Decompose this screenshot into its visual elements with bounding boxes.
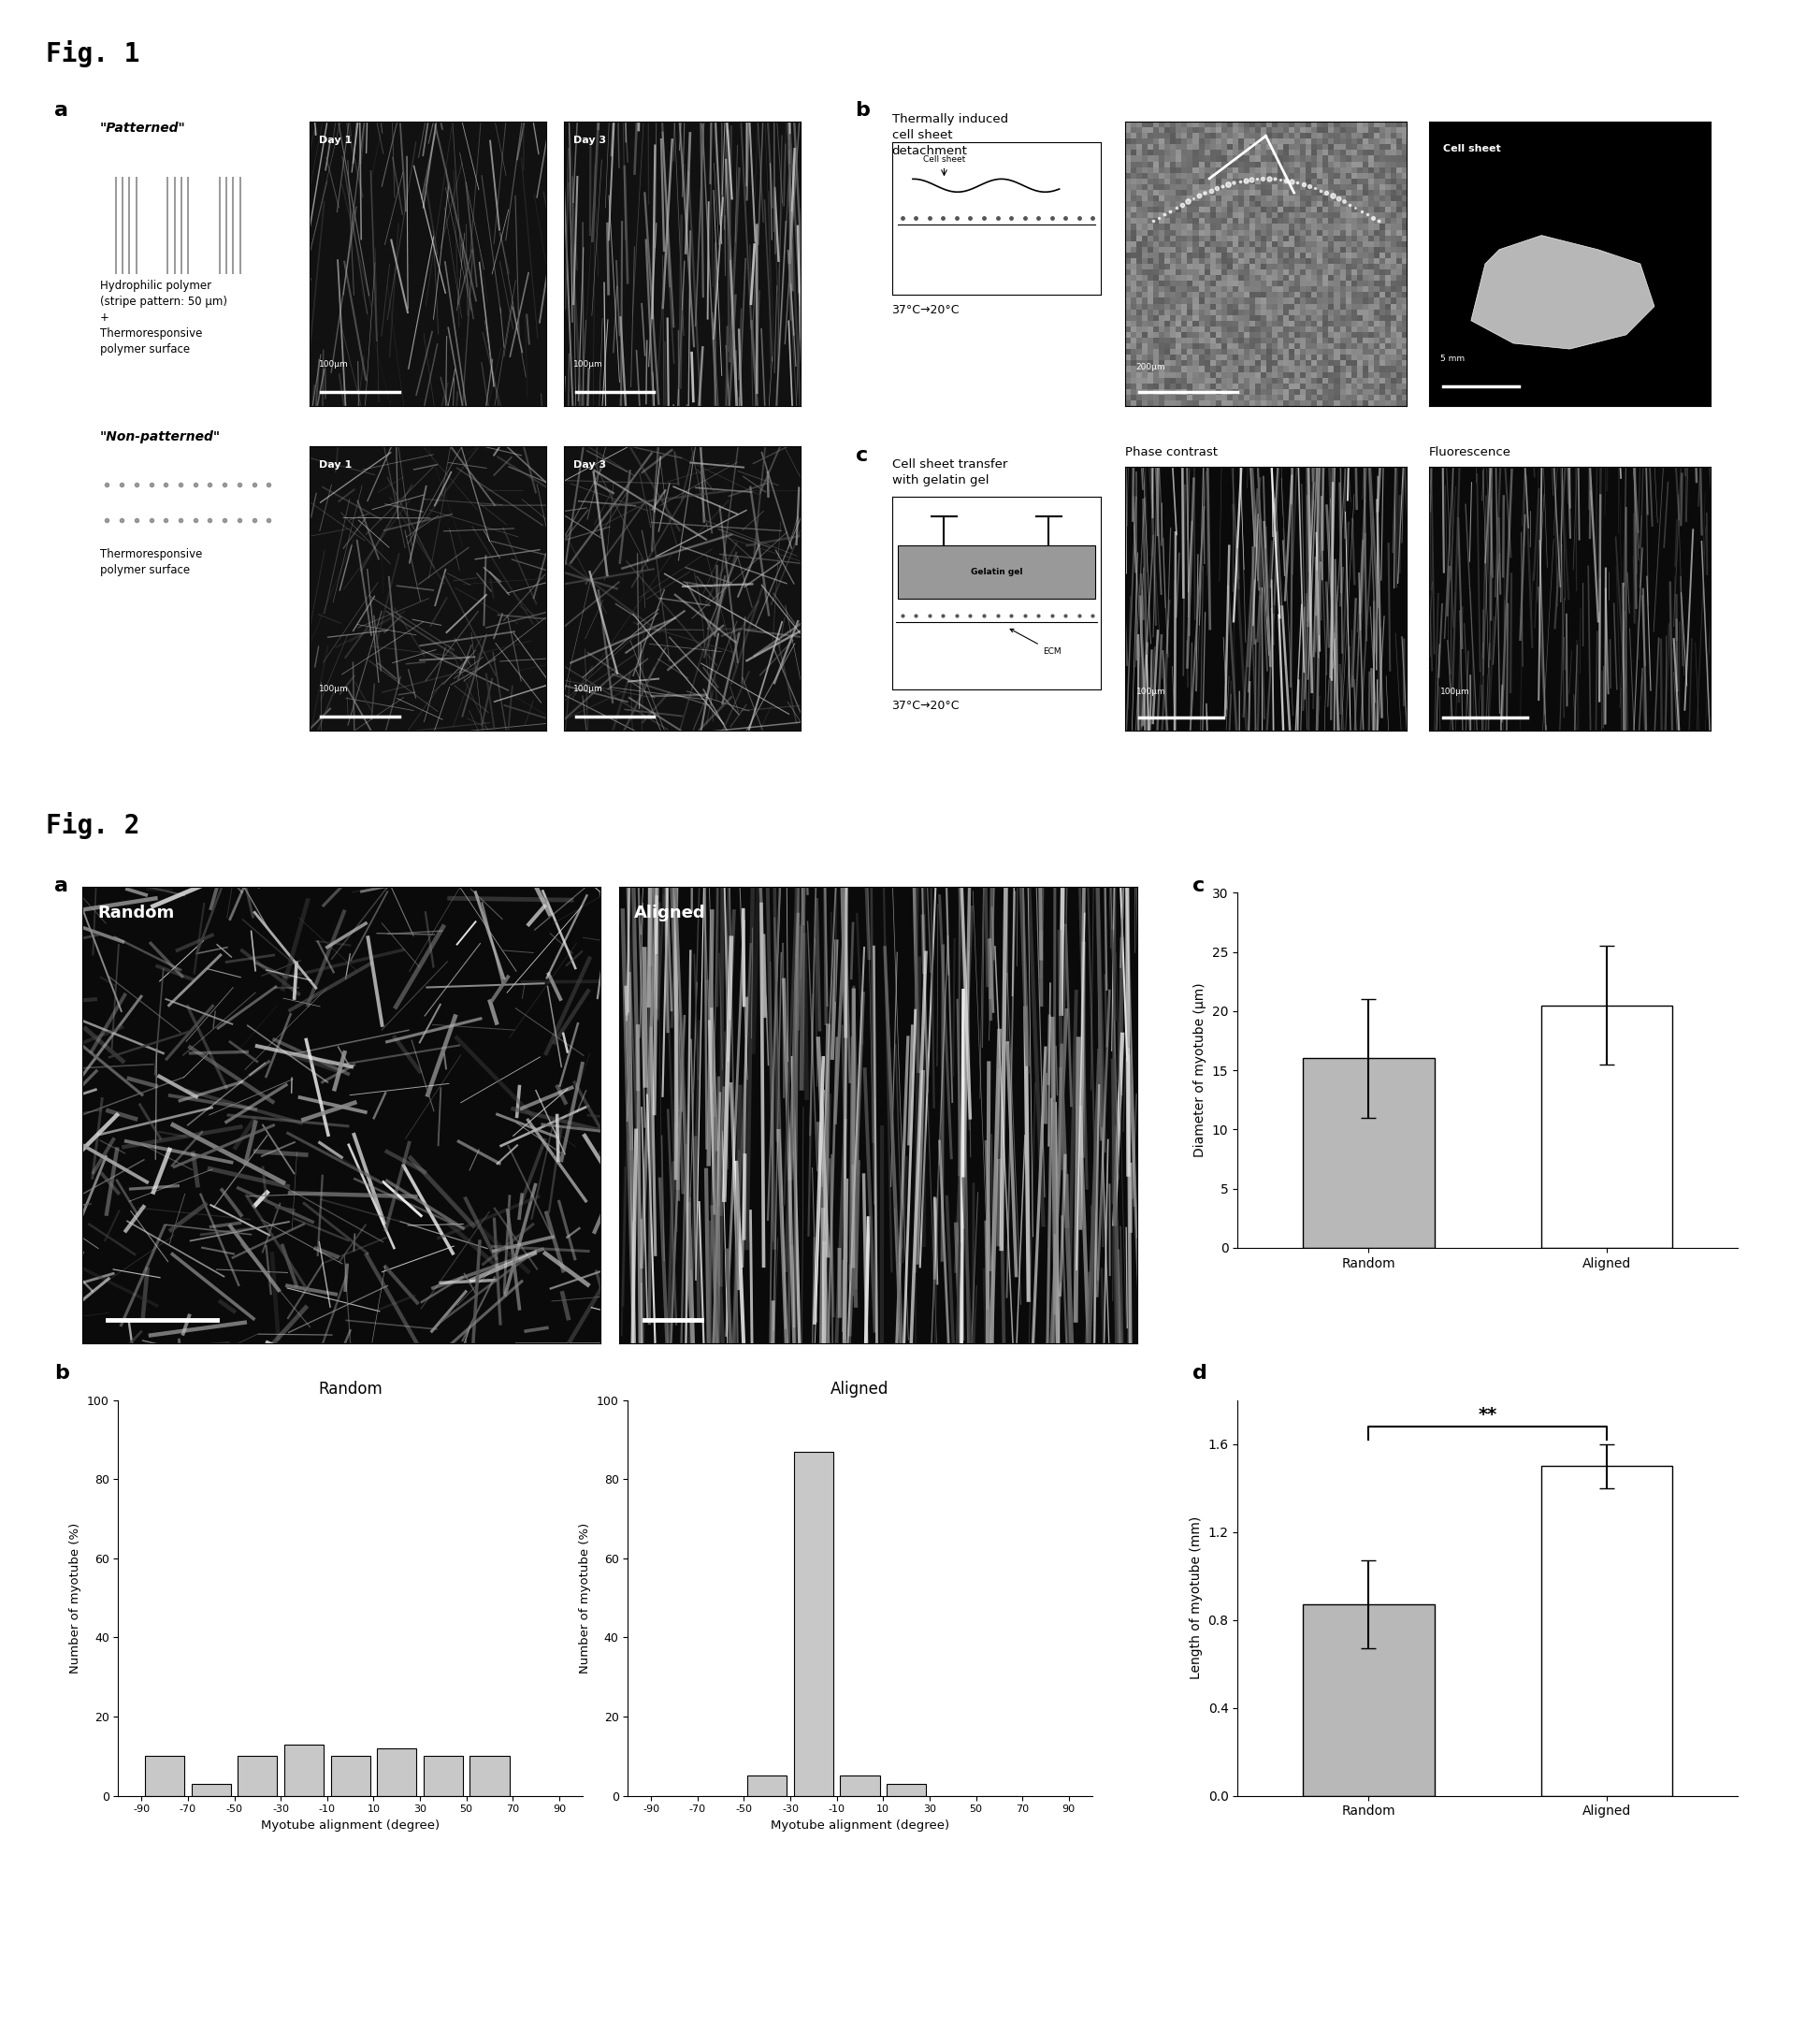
Text: 100μm: 100μm bbox=[573, 686, 604, 694]
Y-axis label: Number of myotube (%): Number of myotube (%) bbox=[579, 1522, 591, 1674]
Bar bbox=[1303, 1605, 1434, 1796]
Text: c: c bbox=[855, 446, 868, 465]
Text: 100μm: 100μm bbox=[573, 361, 604, 369]
Text: Random: Random bbox=[98, 905, 175, 921]
Bar bbox=[1542, 1004, 1673, 1248]
Bar bbox=[331, 1755, 369, 1796]
Text: "Non-patterned": "Non-patterned" bbox=[100, 430, 220, 442]
Bar bbox=[238, 1755, 277, 1796]
Text: Gelatin gel: Gelatin gel bbox=[970, 568, 1023, 576]
Text: 37°C→20°C: 37°C→20°C bbox=[892, 700, 959, 712]
Bar bbox=[377, 1749, 417, 1796]
Text: Cell sheet: Cell sheet bbox=[923, 156, 966, 164]
Text: **: ** bbox=[1478, 1406, 1498, 1424]
Text: Hydrophilic polymer
(stripe pattern: 50 μm)
+
Thermoresponsive
polymer surface: Hydrophilic polymer (stripe pattern: 50 … bbox=[100, 280, 228, 355]
Text: 100μm: 100μm bbox=[1136, 688, 1167, 696]
Bar bbox=[191, 1783, 231, 1796]
X-axis label: Myotube alignment (degree): Myotube alignment (degree) bbox=[770, 1820, 950, 1832]
Text: "Patterned": "Patterned" bbox=[100, 122, 186, 134]
Bar bbox=[284, 1745, 324, 1796]
Text: b: b bbox=[855, 101, 870, 120]
Text: Day 1: Day 1 bbox=[318, 461, 351, 471]
Text: Day 3: Day 3 bbox=[573, 136, 606, 146]
Bar bbox=[1542, 1465, 1673, 1796]
Text: Aligned: Aligned bbox=[635, 905, 706, 921]
Bar bbox=[470, 1755, 510, 1796]
Text: c: c bbox=[1192, 877, 1205, 895]
Text: Cell sheet transfer
with gelatin gel: Cell sheet transfer with gelatin gel bbox=[892, 459, 1006, 487]
Y-axis label: Length of myotube (mm): Length of myotube (mm) bbox=[1190, 1516, 1203, 1680]
Text: Fluorescence: Fluorescence bbox=[1429, 446, 1511, 459]
Text: Thermally induced
cell sheet
detachment: Thermally induced cell sheet detachment bbox=[892, 114, 1008, 158]
Text: 200μm: 200μm bbox=[1136, 363, 1165, 371]
Text: 5 mm: 5 mm bbox=[1440, 355, 1465, 363]
Polygon shape bbox=[1471, 235, 1654, 349]
Text: Day 1: Day 1 bbox=[318, 136, 351, 146]
Text: 100μm: 100μm bbox=[318, 361, 349, 369]
Y-axis label: Diameter of myotube (μm): Diameter of myotube (μm) bbox=[1194, 982, 1207, 1159]
Text: 100μm: 100μm bbox=[1440, 688, 1471, 696]
Title: Aligned: Aligned bbox=[830, 1380, 890, 1398]
Bar bbox=[841, 1775, 879, 1796]
Text: 37°C→20°C: 37°C→20°C bbox=[892, 304, 959, 317]
Bar bbox=[1303, 1059, 1434, 1248]
Text: a: a bbox=[55, 877, 69, 895]
Text: 100μm: 100μm bbox=[318, 686, 349, 694]
Bar bbox=[886, 1783, 926, 1796]
Text: Phase contrast: Phase contrast bbox=[1125, 446, 1218, 459]
Bar bbox=[748, 1775, 786, 1796]
Title: Random: Random bbox=[318, 1380, 382, 1398]
Text: a: a bbox=[55, 101, 69, 120]
Bar bbox=[897, 546, 1096, 599]
Bar bbox=[424, 1755, 462, 1796]
Text: Fig. 1: Fig. 1 bbox=[46, 41, 140, 67]
Text: Day 3: Day 3 bbox=[573, 461, 606, 471]
Text: b: b bbox=[55, 1363, 69, 1382]
Text: Cell sheet: Cell sheet bbox=[1443, 144, 1500, 154]
Text: Thermoresponsive
polymer surface: Thermoresponsive polymer surface bbox=[100, 548, 202, 576]
Y-axis label: Number of myotube (%): Number of myotube (%) bbox=[69, 1522, 82, 1674]
Text: ECM: ECM bbox=[1010, 629, 1061, 655]
Bar bbox=[794, 1451, 834, 1796]
X-axis label: Myotube alignment (degree): Myotube alignment (degree) bbox=[260, 1820, 440, 1832]
Text: d: d bbox=[1192, 1363, 1207, 1382]
Text: Fig. 2: Fig. 2 bbox=[46, 812, 140, 838]
Bar bbox=[146, 1755, 184, 1796]
